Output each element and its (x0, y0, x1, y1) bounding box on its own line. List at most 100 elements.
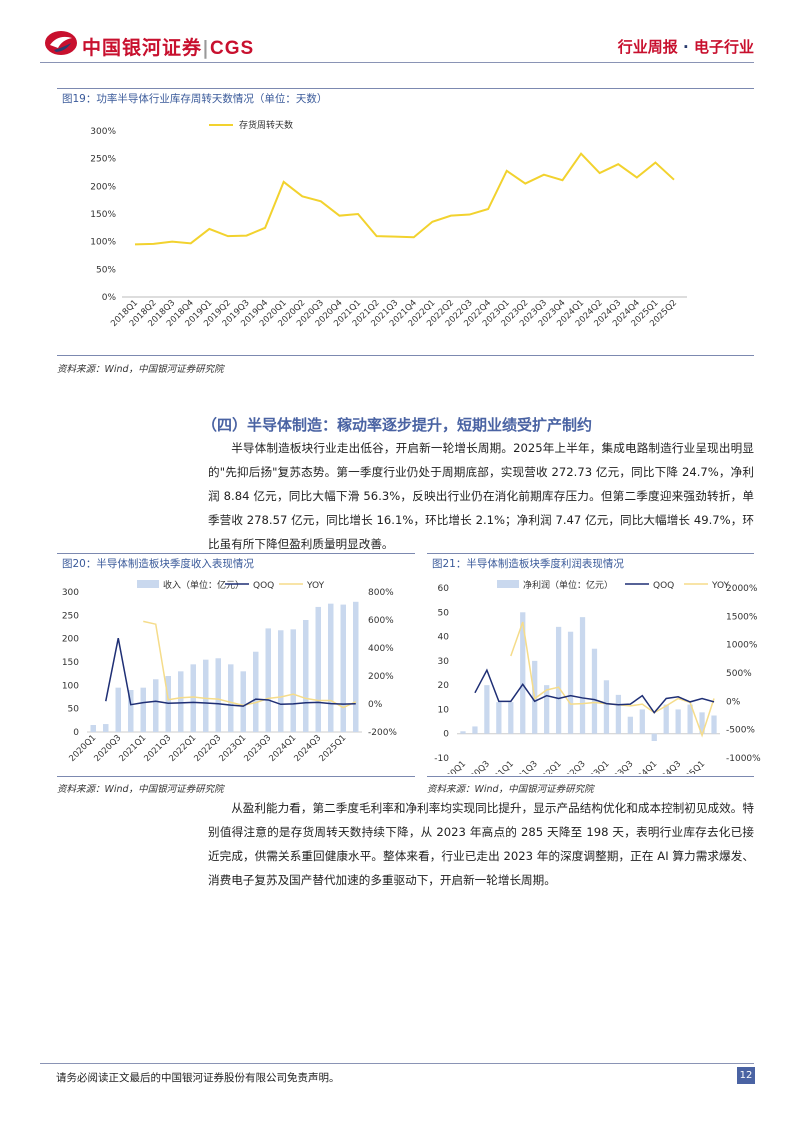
y-right-tick-label: -500% (726, 726, 755, 736)
fig19-source: 资料来源：Wind，中国银河证券研究院 (57, 364, 224, 375)
y-right-tick-label: 1000% (726, 641, 758, 651)
y-right-tick-label: 600% (368, 616, 394, 626)
paragraph-1: 半导体制造板块行业走出低谷，开启新一轮增长周期。2025年上半年，集成电路制造行… (208, 441, 754, 551)
legend-label: 收入（单位：亿元） (163, 579, 244, 591)
bar-revenue (615, 694, 622, 734)
bar-revenue (178, 671, 184, 732)
bar-revenue (639, 709, 645, 734)
y-right-tick-label: 500% (726, 669, 752, 679)
footer-disclaimer: 请务必阅读正文最后的中国银河证券股份有限公司免责声明。 (56, 1072, 340, 1084)
y-left-tick-label: 200 (62, 635, 79, 645)
section-title: （四）半导体制造：稼动率逐步提升，短期业绩受扩产制约 (201, 416, 592, 434)
y-left-tick-label: 20 (438, 681, 450, 691)
y-right-tick-label: -1000% (726, 754, 761, 764)
bar-revenue (651, 733, 657, 741)
y-left-tick-label: 300 (62, 588, 79, 598)
bar-revenue (140, 687, 146, 732)
legend-label: YOY (306, 581, 325, 591)
legend-label: YOY (711, 581, 730, 591)
series-line-qoq (105, 638, 356, 707)
bar-revenue (340, 604, 346, 732)
fig21-source: 资料来源：Wind，中国银河证券研究院 (427, 784, 594, 795)
bar-revenue (115, 687, 121, 732)
fig21-chart: -10 0 10 20 30 40 50 60 -1000% -500% 0% 500% 1000% 15… (434, 579, 761, 774)
bar-revenue (190, 664, 196, 732)
y-right-tick-label: 0% (368, 700, 383, 710)
legend-swatch-bar (497, 580, 519, 588)
fig19-chart: 0%50%100%150%200%250%300%2018Q12018Q2201… (90, 119, 687, 329)
bar-revenue (711, 715, 717, 734)
bar-revenue (603, 680, 610, 734)
paragraph-2: 从盈利能力看，第二季度毛利率和净利率均实现同比提升，显示产品结构优化和成本控制初… (208, 801, 754, 887)
bar-revenue (460, 731, 466, 734)
bar-revenue (328, 603, 334, 732)
bar-revenue (90, 725, 96, 732)
company-name: 中国银河证券|CGS (82, 37, 255, 59)
series-line-qoq (474, 668, 715, 714)
bar-revenue (278, 630, 284, 732)
y-left-tick-label: 30 (438, 657, 450, 667)
report-type: 行业周报 · 电子行业 (617, 38, 754, 56)
x-tick-label: 2025Q1 (317, 733, 348, 764)
y-left-tick-label: 250 (62, 611, 79, 621)
y-tick-label: 200% (90, 182, 116, 192)
fig19-title: 图19：功率半导体行业库存周转天数情况（单位：天数） (62, 93, 328, 105)
legend-label: 净利润（单位：亿元） (523, 579, 613, 591)
bar-revenue (496, 702, 502, 734)
bar-revenue (579, 617, 586, 734)
bar-revenue (353, 601, 359, 732)
y-right-tick-label: 800% (368, 588, 394, 598)
company-logo-icon (45, 31, 77, 55)
y-left-tick-label: 0 (73, 728, 79, 738)
fig20-source: 资料来源：Wind，中国银河证券研究院 (57, 784, 224, 795)
header-divider (40, 62, 754, 63)
bar-revenue (228, 664, 234, 732)
legend-label: QOQ (253, 581, 274, 591)
bar-revenue (253, 651, 259, 732)
y-tick-label: 50% (96, 265, 116, 275)
page-number: 12 (737, 1067, 755, 1084)
fig20-bottom-rule (57, 776, 415, 777)
y-tick-label: 300% (90, 127, 116, 137)
bar-revenue (203, 659, 209, 732)
y-tick-label: 100% (90, 238, 116, 248)
legend-swatch-bar (137, 580, 159, 588)
bar-revenue (153, 679, 159, 732)
bar-revenue (591, 648, 598, 734)
y-right-tick-label: -200% (368, 728, 397, 738)
y-right-tick-label: 0% (726, 697, 741, 707)
fig19-top-rule (57, 88, 754, 89)
y-left-tick-label: 50 (438, 608, 450, 618)
bar-revenue (567, 631, 574, 734)
bar-revenue (484, 685, 490, 734)
legend-label: QOQ (653, 581, 674, 591)
bar-revenue (315, 606, 321, 732)
bar-revenue (627, 716, 633, 734)
bar-revenue (240, 671, 246, 732)
y-right-tick-label: 200% (368, 672, 394, 682)
y-right-tick-label: 400% (368, 644, 394, 654)
bar-revenue (215, 658, 221, 732)
bar-revenue (103, 724, 109, 732)
bar-revenue (675, 709, 681, 734)
y-tick-label: 0% (102, 293, 117, 303)
fig21-bottom-rule (427, 776, 754, 777)
y-right-tick-label: 1500% (726, 612, 758, 622)
y-left-tick-label: 0 (443, 730, 449, 740)
footer-divider (40, 1063, 754, 1064)
legend-label: 存货周转天数 (239, 119, 293, 131)
fig20-title: 图20：半导体制造板块季度收入表现情况 (62, 558, 254, 570)
bar-revenue (520, 612, 526, 734)
y-left-tick-label: 100 (62, 681, 79, 691)
bar-revenue (303, 620, 309, 732)
y-right-tick-label: 2000% (726, 584, 758, 594)
fig20-chart: 0 50 100 150 200 250 300 -200% 0% 200% 400% 600% 800… (62, 579, 398, 764)
series-line-inventory-days (134, 152, 675, 246)
y-left-tick-label: 60 (438, 584, 450, 594)
y-left-tick-label: 50 (68, 705, 80, 715)
fig21-title: 图21：半导体制造板块季度利润表现情况 (432, 558, 624, 570)
y-left-tick-label: 40 (438, 633, 450, 643)
bar-revenue (472, 726, 478, 734)
bar-revenue (663, 704, 669, 734)
series-line-yoy (143, 620, 357, 709)
